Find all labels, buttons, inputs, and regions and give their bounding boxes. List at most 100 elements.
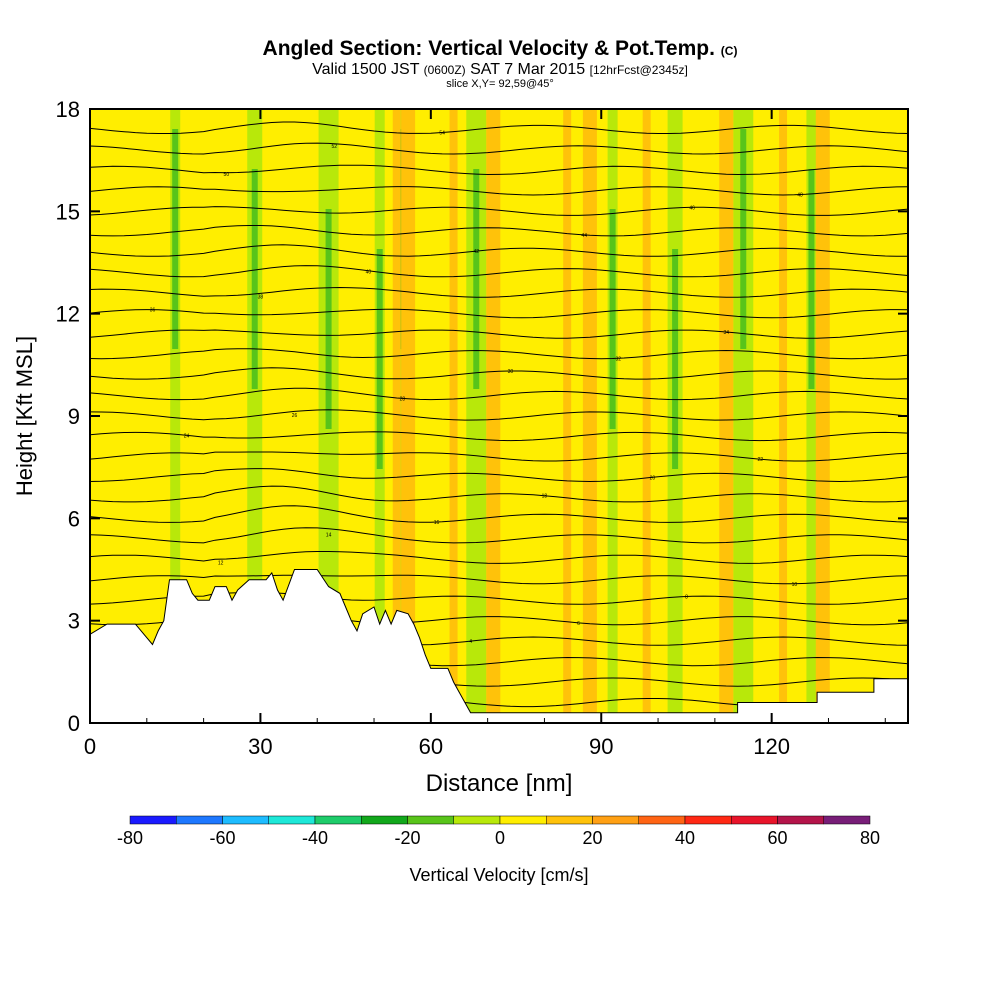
theta-isoline-label: 34 (723, 330, 729, 336)
updraft-band (563, 109, 572, 723)
y-tick-label: 0 (68, 711, 80, 736)
theta-isoline (90, 451, 908, 462)
colorbar-tick-label: -20 (394, 828, 420, 848)
theta-isoline (90, 142, 908, 155)
colorbar-swatch (453, 815, 501, 825)
colorbar-swatch (823, 815, 871, 825)
theta-isoline (90, 527, 908, 544)
updraft-band (642, 109, 651, 723)
theta-isoline-label: 10 (792, 582, 798, 588)
theta-isoline-label: 8 (685, 594, 688, 600)
theta-isoline-label: 54 (439, 131, 445, 137)
colorbar-swatch (129, 815, 177, 825)
colorbar-tick-label: -60 (209, 828, 235, 848)
theta-isoline (90, 348, 908, 360)
theta-isoline-label: 28 (400, 397, 406, 403)
theta-isoline (90, 505, 908, 523)
downdraft-band (806, 109, 817, 723)
x-tick-label: 30 (248, 734, 272, 759)
theta-isoline-label: 30 (508, 369, 514, 375)
colorbar-swatch (499, 815, 547, 825)
theta-isoline (90, 265, 908, 278)
colorbar-tick-label: 20 (582, 828, 602, 848)
theta-isoline-label: 32 (616, 356, 622, 362)
theta-isoline (90, 468, 908, 483)
colorbar-tick-label: 0 (495, 828, 505, 848)
chart-subtitle: Valid 1500 JST (0600Z) SAT 7 Mar 2015 [1… (0, 62, 1000, 78)
colorbar-swatch (684, 815, 732, 825)
downdraft-core (808, 169, 815, 389)
theta-isoline-label: 46 (689, 205, 695, 211)
slice-info: slice X,Y= 92,59@45° (446, 78, 554, 90)
downdraft-core (473, 169, 480, 389)
updraft-band (719, 109, 734, 723)
theta-isoline-label: 20 (650, 475, 656, 481)
theta-isoline (90, 367, 908, 380)
updraft-band (392, 109, 401, 723)
terrain-mask (90, 569, 908, 723)
colorbar: -80 -60 -40 -20 0 20 40 60 80 (117, 815, 880, 848)
theta-isoline (90, 121, 908, 134)
theta-isoline-label: 26 (292, 413, 298, 419)
theta-isoline-label: 36 (150, 308, 156, 314)
colorbar-swatch (268, 815, 316, 825)
downdraft-band (466, 109, 487, 723)
downdraft-core (325, 209, 332, 429)
theta-isoline (90, 244, 908, 257)
chart-title: Angled Section: Vertical Velocity & Pot.… (0, 38, 1000, 62)
colorbar-swatch (777, 815, 824, 825)
updraft-band (815, 109, 830, 723)
y-tick-label: 9 (68, 404, 80, 429)
theta-isoline-label: 18 (542, 494, 548, 500)
colorbar-swatch (731, 815, 778, 825)
colorbar-swatch (176, 815, 223, 825)
colorbar-label: Vertical Velocity [cm/s] (409, 865, 588, 885)
terrain-profile (90, 569, 908, 723)
x-axis-label: Distance [nm] (426, 770, 573, 797)
theta-isoline-label: 24 (184, 433, 190, 439)
y-tick-label: 6 (68, 506, 80, 531)
theta-isoline (90, 308, 908, 319)
downdraft-core (376, 249, 383, 469)
theta-isoline (90, 186, 908, 196)
forecast-info: [12hrFcst@2345z] (589, 63, 688, 77)
theta-isoline-label: 38 (258, 294, 264, 300)
theta-isoline-label: 48 (797, 193, 803, 199)
theta-isoline (90, 286, 908, 298)
valid-time: Valid 1500 JST (312, 61, 420, 78)
theta-isoline (90, 409, 908, 421)
colorbar-tick-label: 40 (675, 828, 695, 848)
updraft-band (582, 109, 597, 723)
x-tick-label: 120 (753, 734, 790, 759)
colorbar-swatch (592, 815, 639, 825)
theta-isoline-label: 4 (469, 639, 472, 645)
theta-isoline-label: 50 (224, 172, 230, 178)
downdraft-core (740, 129, 747, 349)
downdraft-core (609, 209, 616, 429)
colorbar-tick-label: 60 (767, 828, 787, 848)
theta-isoline-label: 22 (758, 457, 764, 463)
y-tick-label: 15 (56, 199, 80, 224)
theta-isoline-label: 6 (577, 621, 580, 627)
theta-isoline (90, 329, 908, 339)
colorbar-swatch (361, 815, 408, 825)
theta-isoline (90, 485, 908, 503)
chart-title-block: Angled Section: Vertical Velocity & Pot.… (0, 38, 1000, 91)
theta-isoline (90, 206, 908, 216)
updraft-band (486, 109, 501, 723)
downdraft-band (170, 109, 181, 723)
colorbar-tick-label: -80 (117, 828, 143, 848)
y-tick-label: 3 (68, 609, 80, 634)
downdraft-core (672, 249, 679, 469)
theta-isoline (90, 551, 908, 564)
valid-date: SAT 7 Mar 2015 (470, 61, 586, 78)
theta-isoline-label: 52 (331, 144, 337, 150)
theta-isoline-label: 42 (473, 249, 479, 255)
colorbar-swatch (407, 815, 454, 825)
theta-isoline (90, 574, 908, 585)
theta-isoline (90, 431, 908, 442)
y-tick-label: 18 (56, 97, 80, 122)
